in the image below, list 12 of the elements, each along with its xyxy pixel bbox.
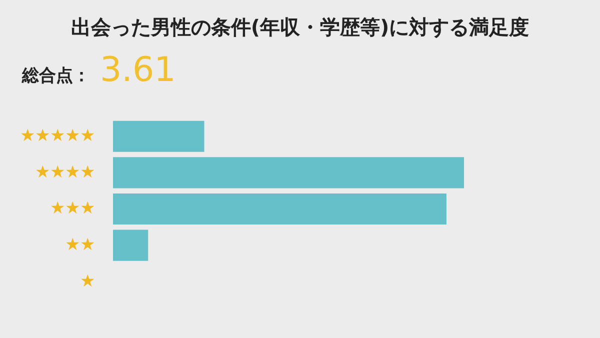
y-tick-label: ★★ [65, 235, 95, 254]
bar [113, 193, 446, 225]
y-tick-label: ★★★ [50, 198, 95, 218]
chart-title: 出会った男性の条件(年収・学歴等)に対する満足度 [70, 14, 530, 41]
bar [113, 120, 204, 152]
y-tick-label: ★ [80, 271, 95, 290]
y-tick-label: ★★★★ [35, 162, 95, 182]
bar [113, 157, 464, 188]
text: 3.61 [100, 50, 176, 90]
y-tick-label: ★★★★★ [20, 126, 95, 146]
text: 総合点： [22, 65, 90, 87]
bar [113, 230, 148, 261]
